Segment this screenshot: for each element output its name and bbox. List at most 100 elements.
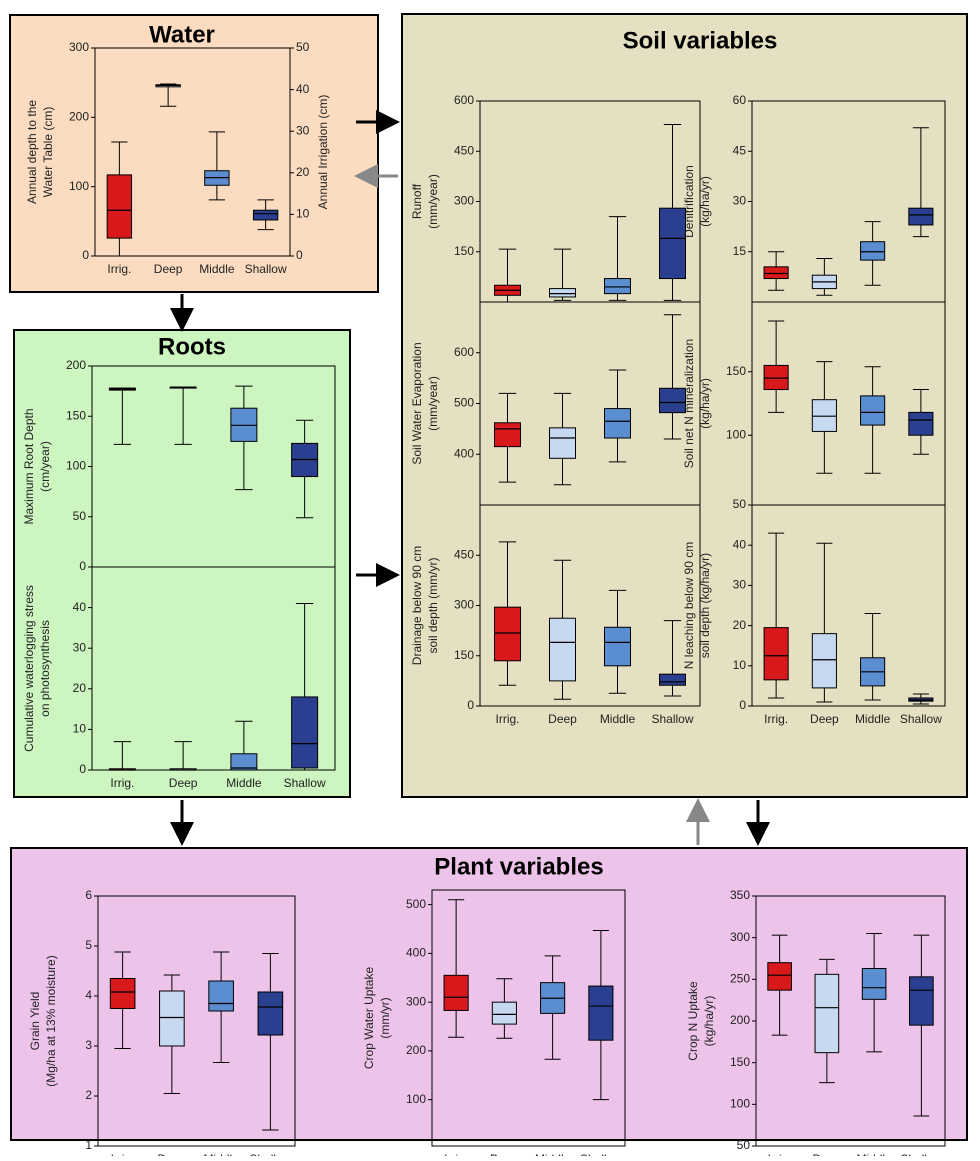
x-tick-label: Irrig. [107,262,131,276]
box [861,968,887,1000]
y2-axis-label: Annual Irrigation (cm) [316,95,330,210]
box [208,980,234,1012]
box [604,278,631,295]
panel-title: Soil variables [623,27,778,54]
y-tick-label: 6 [85,888,92,902]
y-tick-label: 150 [726,364,746,378]
y-tick-label: 30 [73,640,87,654]
arrows [170,110,770,846]
y2-tick-label: 20 [296,165,310,179]
box [659,673,686,686]
x-tick-label: Shallow [284,776,326,790]
box [604,408,631,439]
y-tick-label: 0 [79,559,86,573]
y-axis-label: soil depth (kg/ha/yr) [698,553,712,658]
x-tick-label: Middle [199,262,235,276]
y-tick-label: 100 [406,1092,426,1106]
panel-title: Water [149,21,215,48]
x-tick-label: Shallow [651,712,693,726]
x-tick-label: Middle [856,1152,892,1156]
y-tick-label: 100 [730,1097,750,1111]
y-tick-label: 3 [85,1038,92,1052]
y-tick-label: 150 [730,1055,750,1069]
y-tick-label: 30 [733,578,747,592]
y-axis-label: Crop Water Uptake [362,967,376,1070]
box [230,753,258,771]
y-tick-label: 60 [733,93,747,107]
y-tick-label: 150 [454,648,474,662]
x-tick-label: Middle [203,1152,239,1156]
box [491,1001,517,1025]
y-axis-label: Soil Water Evaporation [410,342,424,464]
x-tick-label: Shallow [900,1152,942,1156]
y-axis-label: Denitrification [682,165,696,238]
y-tick-label: 2 [85,1088,92,1102]
y-tick-label: 150 [66,408,86,422]
y-tick-label: 200 [66,358,86,372]
y-tick-label: 400 [454,446,474,460]
y-tick-label: 50 [733,497,747,511]
y-tick-label: 40 [733,537,747,551]
y-axis-label: (mm/yr) [378,997,392,1038]
y-tick-label: 100 [69,179,89,193]
box [811,399,837,432]
y-tick-label: 0 [467,698,474,712]
box [443,974,469,1011]
y-tick-label: 20 [73,681,87,695]
y-tick-label: 350 [730,888,750,902]
y-axis-label: Water Table (cm) [41,107,55,198]
panel-title: Plant variables [434,853,603,880]
y-axis-label: Soil net N mineralization [682,339,696,468]
box [549,288,576,298]
y-tick-label: 50 [737,1138,751,1152]
y-tick-label: 300 [454,194,474,208]
x-tick-label: Deep [548,712,577,726]
y-tick-label: 300 [406,994,426,1008]
water-panel [9,14,379,293]
y-tick-label: 0 [82,248,89,262]
x-tick-label: Shallow [245,262,287,276]
y-tick-label: 15 [733,244,747,258]
x-tick-label: Deep [813,1152,842,1156]
y-tick-label: 600 [454,345,474,359]
y-axis-label: N leaching below 90 cm [682,542,696,669]
box [860,395,886,426]
y-tick-label: 500 [406,897,426,911]
box [252,209,279,221]
y-axis-label: (kg/ha/yr) [698,378,712,429]
x-tick-label: Shallow [249,1152,291,1156]
plot-frame [94,47,291,257]
y-axis-label: (mm/year) [426,174,440,229]
y-tick-label: 450 [454,547,474,561]
y2-tick-label: 10 [296,207,310,221]
y-tick-label: 200 [406,1043,426,1057]
box [494,606,521,662]
x-tick-label: Shallow [580,1152,622,1156]
box [763,627,789,681]
y-axis-label: (cm/year) [38,441,52,492]
y-tick-label: 150 [454,244,474,258]
x-tick-label: Deep [154,262,183,276]
y-tick-label: 100 [66,459,86,473]
y2-tick-label: 50 [296,40,310,54]
y-tick-label: 400 [406,946,426,960]
y-tick-label: 200 [730,1013,750,1027]
x-tick-label: Deep [490,1152,519,1156]
box [291,696,319,769]
y-tick-label: 300 [730,930,750,944]
plot-frame [431,889,626,1147]
box [494,422,521,448]
y-tick-label: 45 [733,143,747,157]
plot-frame [97,895,296,1147]
box [257,991,284,1036]
y2-tick-label: 30 [296,123,310,137]
x-tick-label: Irrig. [768,1152,792,1156]
x-tick-label: Irrig. [111,1152,135,1156]
y-axis-label: Drainage below 90 cm [410,546,424,665]
y-tick-label: 10 [733,658,747,672]
box [763,266,789,280]
box [109,978,136,1009]
x-tick-label: Irrig. [496,712,520,726]
y-tick-label: 20 [733,618,747,632]
